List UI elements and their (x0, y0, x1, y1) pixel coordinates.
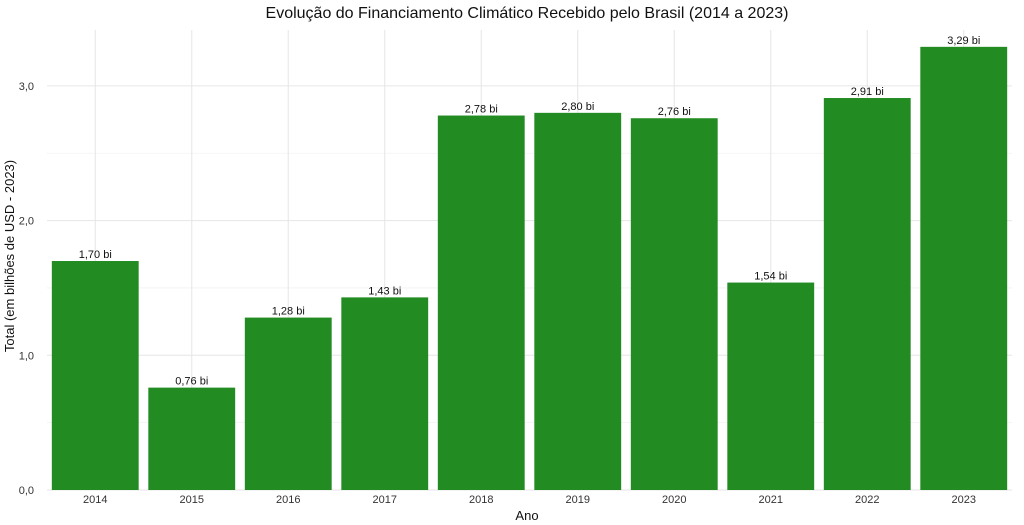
x-axis-ticks: 2014 2015 2016 2017 2018 2019 2020 2021 2022 2023 (83, 494, 976, 506)
data-label-2020: 2,76 bi (658, 106, 691, 118)
bar-2016 (244, 317, 332, 490)
y-axis-title: Total (em bilhões de USD - 2023) (2, 160, 17, 352)
x-axis-title: Ano (515, 508, 538, 523)
data-label-2015: 0,76 bi (175, 376, 208, 388)
bar-2019 (534, 112, 622, 490)
x-tick-label: 2015 (180, 494, 204, 506)
y-tick-label: 1,0 (19, 350, 34, 362)
data-label-2023: 3,29 bi (947, 35, 980, 47)
data-labels: 1,70 bi 0,76 bi 1,28 bi 1,43 bi 2,78 bi 2,80 … (79, 35, 981, 388)
data-label-2021: 1,54 bi (754, 271, 787, 283)
x-tick-label: 2017 (373, 494, 397, 506)
bar-2014 (51, 261, 139, 490)
bar-2021 (727, 282, 815, 490)
data-label-2019: 2,80 bi (561, 101, 594, 113)
y-tick-label: 2,0 (19, 216, 34, 228)
bar-2023 (920, 46, 1008, 490)
data-label-2018: 2,78 bi (465, 104, 498, 116)
y-tick-label: 3,0 (19, 81, 34, 93)
data-label-2014: 1,70 bi (79, 249, 112, 261)
x-tick-label: 2022 (855, 494, 879, 506)
x-tick-label: 2014 (83, 494, 107, 506)
x-tick-label: 2023 (952, 494, 976, 506)
bar-2017 (341, 297, 429, 490)
chart-title: Evolução do Financiamento Climático Rece… (266, 5, 789, 22)
data-label-2022: 2,91 bi (851, 86, 884, 98)
data-label-2017: 1,43 bi (368, 285, 401, 297)
x-tick-label: 2018 (469, 494, 493, 506)
x-tick-label: 2016 (276, 494, 300, 506)
y-axis-ticks: 0,0 1,0 2,0 3,0 (19, 81, 34, 497)
y-tick-label: 0,0 (19, 485, 34, 497)
x-tick-label: 2020 (662, 494, 686, 506)
bars (51, 46, 1008, 490)
bar-2015 (148, 387, 236, 490)
bar-2020 (630, 118, 718, 490)
bar-2018 (437, 115, 525, 490)
bar-2022 (823, 98, 911, 490)
x-tick-label: 2021 (759, 494, 783, 506)
data-label-2016: 1,28 bi (272, 306, 305, 318)
x-tick-label: 2019 (566, 494, 590, 506)
